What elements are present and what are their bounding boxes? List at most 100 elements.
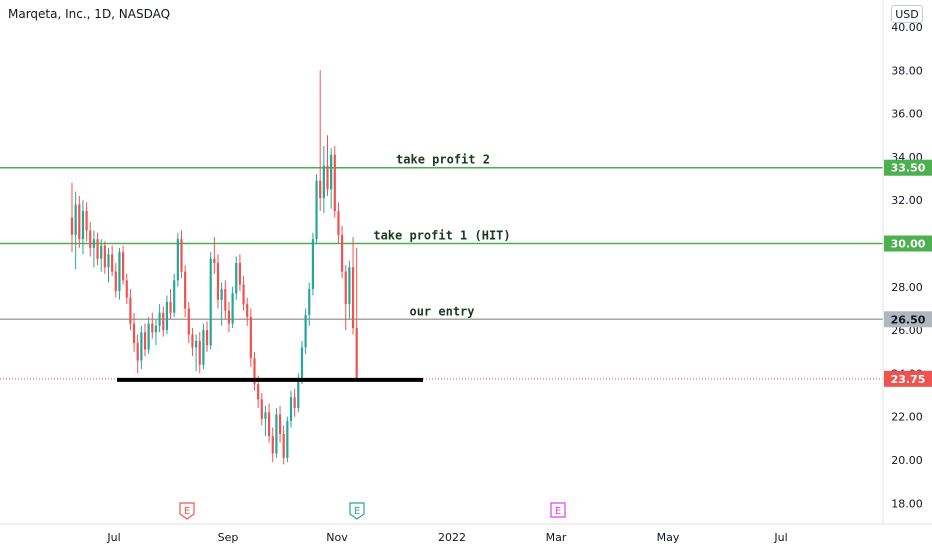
candle-body — [173, 280, 176, 313]
candle-body — [195, 340, 198, 348]
candle-body — [249, 317, 252, 359]
price-axis[interactable]: 18.0020.0022.0024.0026.0028.0030.0032.00… — [891, 21, 923, 510]
candle-body — [246, 304, 249, 318]
candle-body — [165, 301, 168, 331]
level-label: take profit 2 — [396, 153, 490, 167]
candle-body — [257, 384, 260, 400]
x-tick-label: Mar — [546, 531, 567, 544]
y-tick-label: 36.00 — [891, 108, 923, 121]
candle-body — [271, 436, 274, 454]
earnings-label: E — [354, 506, 360, 517]
candle-body — [198, 340, 201, 365]
candle-body — [151, 323, 154, 333]
candle-body — [184, 271, 187, 309]
y-tick-label: 18.00 — [891, 497, 923, 510]
candle-body — [333, 154, 336, 212]
y-tick-label: 32.00 — [891, 194, 923, 207]
horizontal-levels: take profit 2 take profit 1 (HIT) our entr… — [0, 153, 883, 380]
earnings-icon — [179, 502, 195, 520]
candle-body — [282, 434, 285, 458]
price-badges: 33.50 30.00 26.50 23.75 — [884, 159, 932, 387]
x-tick-label: Jul — [106, 531, 120, 544]
candle-body — [344, 271, 347, 305]
candle-body — [337, 211, 340, 235]
candle-body — [169, 301, 172, 313]
candle-body — [260, 399, 263, 419]
candle-body — [103, 245, 106, 268]
candle-body — [235, 262, 238, 294]
candle-body — [326, 165, 329, 190]
y-tick-label: 20.00 — [891, 454, 923, 467]
time-axis[interactable]: Jul Sep Nov 2022 Mar May Jul — [106, 531, 787, 544]
price-badge — [884, 311, 932, 328]
candle-body — [216, 262, 220, 300]
candle-body — [202, 330, 205, 365]
earnings-icon — [349, 502, 365, 520]
candle-body — [125, 280, 128, 298]
currency-button[interactable]: USD — [891, 5, 923, 23]
candle-body — [191, 334, 194, 348]
y-tick-label: 28.00 — [891, 281, 923, 294]
candle-body — [341, 234, 344, 272]
candle-body — [220, 288, 223, 300]
candle-body — [140, 332, 143, 361]
candle-body — [322, 165, 325, 199]
price-badge-label: 33.50 — [891, 162, 926, 175]
candle-body — [238, 262, 241, 285]
candle-body — [111, 254, 114, 272]
candle-body — [348, 267, 351, 305]
candle-body — [231, 293, 234, 324]
candle-body — [297, 377, 300, 409]
candle-body — [100, 245, 103, 259]
y-tick-label: 40.00 — [891, 21, 923, 34]
candle-body — [70, 217, 74, 235]
candle-body — [289, 397, 293, 422]
candle-body — [78, 204, 81, 240]
candle-body — [187, 308, 190, 335]
candle-body — [74, 204, 77, 235]
candle-body — [311, 239, 314, 289]
candle-body — [162, 312, 165, 331]
candle-body — [205, 330, 209, 346]
price-badge — [884, 159, 932, 176]
candle-body — [176, 239, 179, 281]
candle-body — [209, 258, 212, 346]
candle-body — [278, 414, 282, 435]
x-tick-label: May — [657, 531, 680, 544]
candle-body — [132, 323, 136, 344]
earnings-label: E — [555, 506, 561, 517]
candle-body — [300, 347, 304, 378]
candle-body — [158, 312, 161, 326]
candle-body — [304, 314, 307, 348]
candles — [70, 70, 358, 465]
candle-body — [147, 323, 150, 350]
candle-body — [330, 154, 333, 190]
candle-body — [118, 252, 121, 292]
price-badge — [884, 235, 932, 252]
price-badge-label: 30.00 — [891, 238, 926, 251]
candle-body — [96, 239, 99, 259]
candle-body — [242, 284, 245, 305]
x-tick-label: Sep — [218, 531, 239, 544]
candle-body — [143, 332, 147, 350]
price-badge-label: 26.50 — [891, 313, 926, 326]
level-label: our entry — [409, 304, 474, 318]
x-tick-label: Nov — [326, 531, 348, 544]
candle-body — [81, 211, 85, 240]
earnings-label: E — [184, 506, 190, 517]
x-tick-label: 2022 — [438, 531, 466, 544]
candle-body — [224, 288, 227, 311]
candle-body — [136, 343, 139, 361]
chart-title: Marqeta, Inc., 1D, NASDAQ — [8, 7, 171, 21]
candle-body — [89, 230, 92, 248]
level-label: take profit 1 (HIT) — [373, 229, 510, 243]
candle-body — [92, 239, 95, 248]
y-tick-label: 38.00 — [891, 64, 923, 77]
candle-body — [351, 267, 355, 328]
candle-body — [227, 310, 231, 324]
x-tick-label: Jul — [773, 531, 787, 544]
earnings-icon — [550, 502, 566, 518]
candle-body — [355, 327, 358, 379]
